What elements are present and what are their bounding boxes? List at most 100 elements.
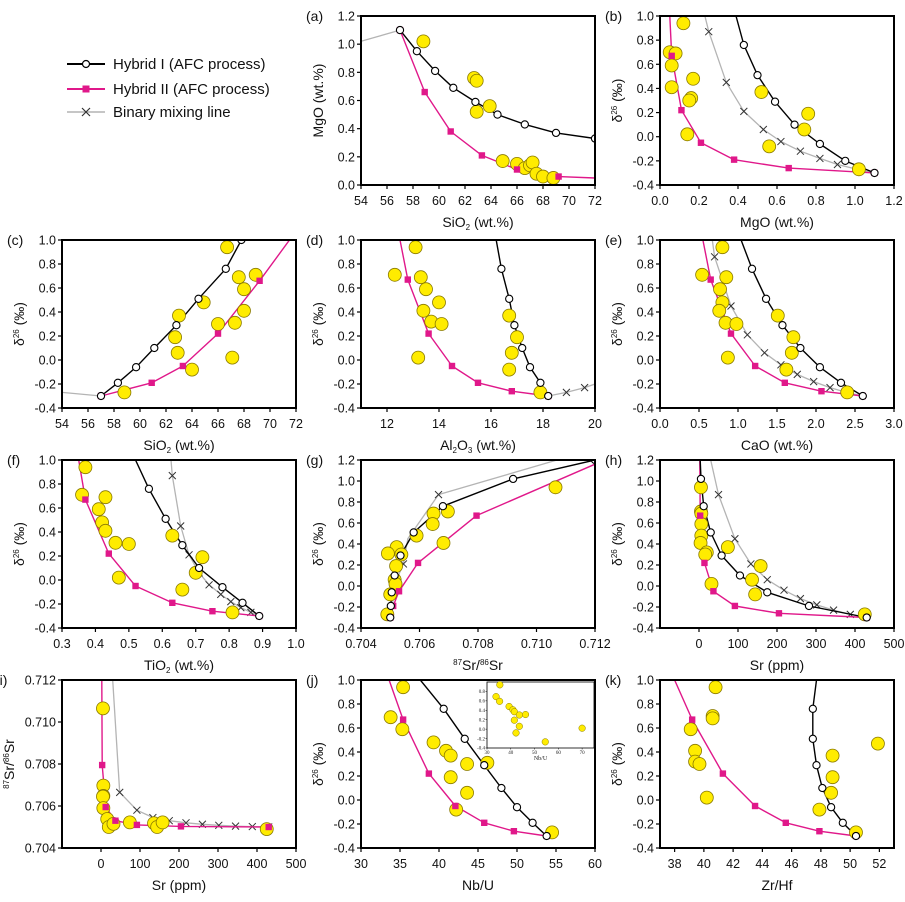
y-axis-label: δ26 (‰) (609, 522, 625, 566)
y-tick-label: 0.8 (637, 258, 654, 272)
sample-point (460, 785, 474, 800)
y-tick-label: 0.6 (637, 517, 654, 531)
sample-point (676, 16, 691, 31)
sample-point (720, 350, 735, 365)
inset-y-tick-label: 0.0 (479, 728, 486, 733)
axis-label-part: Al (440, 437, 452, 453)
hybrid1-marker (438, 502, 448, 511)
axis-label-part: (wt.%) (470, 214, 514, 230)
sample-point (715, 240, 730, 255)
hybrid2-marker (102, 803, 109, 811)
hybrid2-marker (701, 559, 708, 567)
axis-label-part: (‰) (609, 79, 625, 106)
sample-point (698, 547, 713, 562)
hybrid1-marker (96, 391, 106, 401)
x-tick-label: 64 (185, 417, 199, 431)
y-tick-label: 0.4 (637, 82, 654, 96)
binary-cross-marker (759, 125, 768, 134)
sample-point (170, 345, 185, 360)
x-axis-label: CaO (wt.%) (741, 437, 813, 453)
x-tick-label: 0.5 (690, 417, 707, 431)
x-tick-label: 0.8 (220, 637, 237, 651)
x-tick-label: 0.710 (521, 637, 552, 651)
hybrid1-marker (551, 128, 561, 138)
y-axis-label: δ26 (‰) (310, 302, 326, 346)
sample-point (753, 559, 768, 573)
open-circle-icon (81, 59, 91, 69)
inset-sample-point (512, 729, 520, 737)
panel-e: 0.0 0.5 1.0 1.5 2.0 2.5 3.0 -0.4 -0.2 0.0 0.2 0.4 0.… (605, 232, 903, 453)
x-tick-label: 1.2 (885, 194, 902, 208)
y-tick-label: -0.4 (632, 842, 654, 856)
y-tick-label: 0.4 (338, 306, 355, 320)
axis-label-part: Sr/ (1, 762, 17, 780)
hybrid1-marker (520, 120, 529, 129)
inset-x-tick-label: 50 (532, 751, 538, 756)
panel-i: 0 100 200 300 400 500 0.704 0.706 0.708 0.710 0.71… (0, 672, 306, 893)
hybrid2-marker (425, 330, 432, 337)
hybrid1-marker (395, 25, 405, 35)
y-tick-label: 0.0 (637, 130, 654, 144)
x-axis-label: Sr (ppm) (152, 877, 206, 893)
sample-point (502, 362, 517, 377)
axis-label-part: δ (609, 778, 625, 786)
hybrid2-marker (730, 156, 738, 163)
x-tick-label: 14 (432, 417, 446, 431)
x-tick-label: 0.2 (690, 194, 707, 208)
hybrid1-marker (430, 66, 440, 76)
hybrid1-marker (790, 120, 799, 129)
hybrid1-marker (178, 541, 187, 550)
x-axis-label: Nb/U (462, 877, 494, 893)
axis-label-part: (‰) (310, 742, 326, 769)
x-tick-label: 0.4 (87, 637, 104, 651)
axis-label-part: 26 (610, 769, 619, 778)
sample-point (762, 139, 777, 154)
plot-area (387, 240, 595, 401)
y-axis-label: δ26 (‰) (11, 522, 27, 566)
y-tick-label: 0.8 (39, 258, 56, 272)
plot-frame (659, 239, 895, 409)
sample-point (387, 267, 402, 282)
x-tick-label: 300 (806, 637, 827, 651)
hybrid2-marker (98, 761, 106, 769)
panel-letter: (j) (306, 672, 318, 688)
x-tick-label: 3.0 (885, 417, 902, 431)
y-tick-label: 0.4 (39, 306, 56, 320)
sample-point (469, 73, 484, 88)
y-tick-label: 0.2 (637, 106, 654, 120)
sample-point (111, 570, 126, 585)
hybrid1-marker (194, 294, 203, 303)
axis-label-part: δ (310, 338, 326, 346)
x-tick-label: 55 (549, 857, 563, 871)
x-tick-label: 30 (354, 857, 368, 871)
panel-a: 54 56 58 60 62 64 66 68 70 72 0.0 0.2 0.4 0.6 0.8 1.0 1.… (306, 8, 602, 232)
hybrid1-marker (221, 264, 230, 273)
panel-letter: (a) (306, 8, 323, 24)
plot-frame (360, 239, 596, 409)
hybrid2-marker (555, 173, 562, 180)
hybrid2-line (100, 240, 291, 397)
legend-item-hybrid2: Hybrid II (AFC process) (67, 81, 270, 98)
x-tick-label: 1.0 (729, 417, 746, 431)
axis-label-part: TiO (144, 657, 166, 673)
hybrid1-marker (838, 818, 847, 827)
sample-point (699, 790, 714, 805)
hybrid1-marker (497, 264, 506, 273)
x-tick-label: 62 (159, 417, 173, 431)
y-tick-label: 0.0 (39, 354, 56, 368)
y-tick-label: 0.0 (338, 354, 355, 368)
axis-label-part: SiO (143, 437, 166, 453)
axis-label-part: 26 (610, 105, 619, 114)
sample-point (96, 789, 110, 804)
x-tick-label: 60 (133, 417, 147, 431)
y-tick-label: 0.6 (39, 502, 56, 516)
hybrid2-marker (452, 802, 459, 810)
binary-cross-marker (731, 534, 739, 543)
hybrid1-marker (747, 264, 757, 273)
x-axis-label: SiO2 (wt.%) (143, 437, 214, 455)
x-tick-label: 0.6 (768, 194, 785, 208)
binary-cross-marker (796, 147, 805, 156)
hybrid1-marker (497, 783, 506, 793)
y-tick-label: 1.0 (637, 475, 654, 489)
x-tick-label: 64 (484, 194, 498, 208)
